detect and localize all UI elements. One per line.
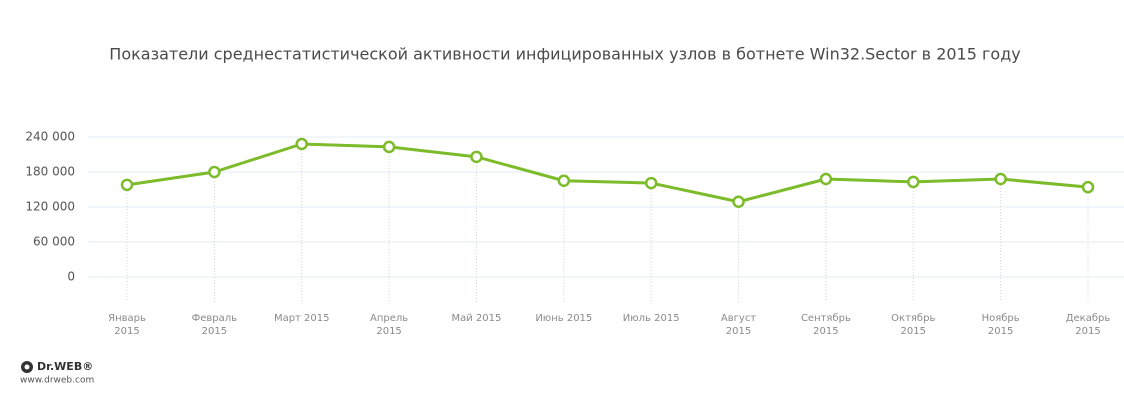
point (295, 137, 308, 151)
point (208, 165, 221, 179)
point (819, 172, 833, 186)
y-tick-label: 60 000 (33, 235, 75, 249)
x-tick-label: Август 2015 (720, 313, 757, 337)
point (470, 150, 483, 164)
x-tick-label: Январь 2015 (108, 313, 146, 337)
x-tick-label: Февраль 2015 (191, 313, 238, 337)
point (644, 176, 658, 190)
x-tick-label: Октябрь 2015 (891, 313, 936, 337)
point (994, 172, 1007, 186)
logo-url: www.drweb.com (20, 376, 94, 386)
x-tick-label: Июль 2015 (622, 313, 680, 324)
x-tick-label: Сентябрь 2015 (800, 313, 851, 337)
y-tick-label: 240 000 (25, 130, 75, 144)
point (120, 178, 134, 192)
point (732, 195, 745, 208)
y-tick-label: 120 000 (25, 200, 75, 214)
point (907, 175, 920, 189)
x-tick-label: Май 2015 (451, 313, 502, 324)
x-tick-label: Декабрь 2015 (1065, 313, 1111, 337)
chart-title: Показатели среднестатистической активнос… (109, 45, 1020, 64)
logo-brand: Dr.WEB® (37, 360, 93, 373)
x-tick-label: Март 2015 (273, 313, 330, 324)
series-line (126, 142, 1089, 204)
point (382, 140, 396, 154)
point (557, 174, 571, 187)
y-tick-label: 180 000 (25, 165, 75, 179)
y-tick-label: 0 (67, 270, 75, 284)
x-tick-label: Ноябрь 2015 (981, 313, 1020, 337)
x-tick-label: Июнь 2015 (535, 313, 593, 324)
logo-icon (21, 361, 33, 373)
point (1081, 180, 1095, 194)
x-tick-label: Апрель 2015 (369, 313, 409, 337)
